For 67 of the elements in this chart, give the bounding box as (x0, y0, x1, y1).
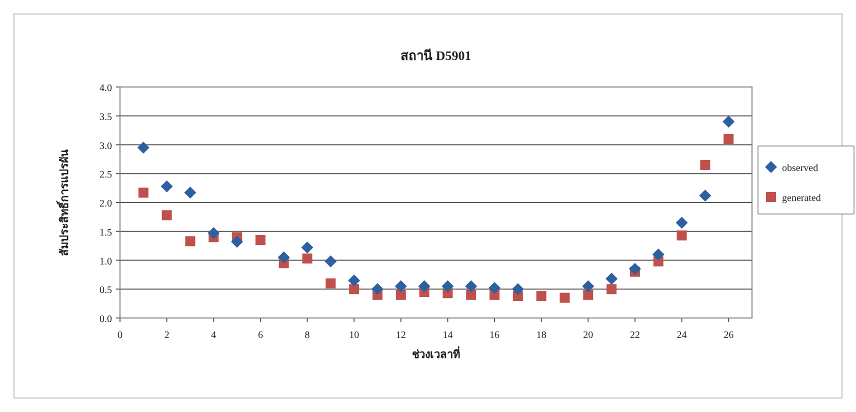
y-tick-label: 1.0 (100, 256, 112, 268)
point (724, 134, 734, 144)
point (606, 272, 618, 285)
x-tick-label: 12 (396, 330, 406, 341)
legend-label: observed (782, 163, 818, 174)
point (302, 254, 312, 264)
point (326, 278, 336, 288)
point (396, 290, 406, 300)
y-tick-label: 2.5 (100, 170, 112, 181)
x-tick-label: 4 (211, 330, 216, 341)
point (371, 283, 384, 296)
point (628, 262, 641, 275)
y-tick-label: 3.0 (100, 140, 112, 152)
x-tick-label: 2 (164, 330, 170, 341)
x-tick-label: 16 (490, 330, 500, 341)
point (324, 255, 337, 268)
x-tick-label: 6 (258, 330, 263, 341)
x-tick-label: 20 (583, 330, 594, 341)
y-tick-label: 2.0 (100, 198, 112, 210)
point (536, 291, 546, 302)
point (162, 210, 172, 220)
x-axis-title: ช่วงเวลาที่ (412, 346, 460, 361)
point (184, 186, 196, 199)
legend-label: generated (782, 193, 821, 204)
y-tick-label: 3.5 (100, 112, 112, 123)
x-tick-label: 14 (442, 330, 453, 341)
point (465, 280, 478, 292)
point (160, 180, 173, 192)
point (442, 280, 454, 292)
point (418, 280, 430, 292)
point (676, 216, 688, 229)
point (137, 142, 150, 154)
x-tick-label: 0 (118, 330, 122, 341)
point (394, 280, 407, 292)
x-tick-label: 22 (630, 330, 640, 341)
point (255, 235, 266, 246)
point (208, 227, 220, 240)
y-tick-label: 0.5 (100, 285, 112, 296)
x-tick-label: 8 (304, 330, 310, 341)
point (349, 284, 360, 294)
point (185, 236, 196, 246)
point (138, 188, 148, 198)
y-tick-label: 1.5 (100, 227, 112, 238)
point (301, 242, 314, 254)
point (652, 248, 664, 260)
point (700, 160, 710, 170)
chart-title: สถานี D5901 (400, 48, 472, 63)
point (676, 230, 687, 240)
y-axis-title: สัมประสิทธิ์การแปรผัน (56, 149, 71, 256)
point (582, 280, 594, 292)
x-tick-label: 10 (349, 330, 360, 341)
point (278, 251, 290, 264)
point (560, 292, 570, 303)
point (231, 236, 244, 248)
x-tick-label: 26 (724, 330, 734, 341)
y-tick-label: 0.0 (100, 314, 112, 325)
point (348, 274, 360, 286)
point (466, 290, 476, 300)
x-tick-label: 24 (676, 330, 687, 341)
point (606, 284, 617, 294)
x-tick-label: 18 (536, 330, 546, 341)
point (583, 290, 594, 300)
y-tick-label: 4.0 (100, 83, 112, 94)
point (722, 116, 735, 128)
point (699, 190, 712, 202)
point (512, 283, 524, 296)
point (488, 282, 501, 294)
